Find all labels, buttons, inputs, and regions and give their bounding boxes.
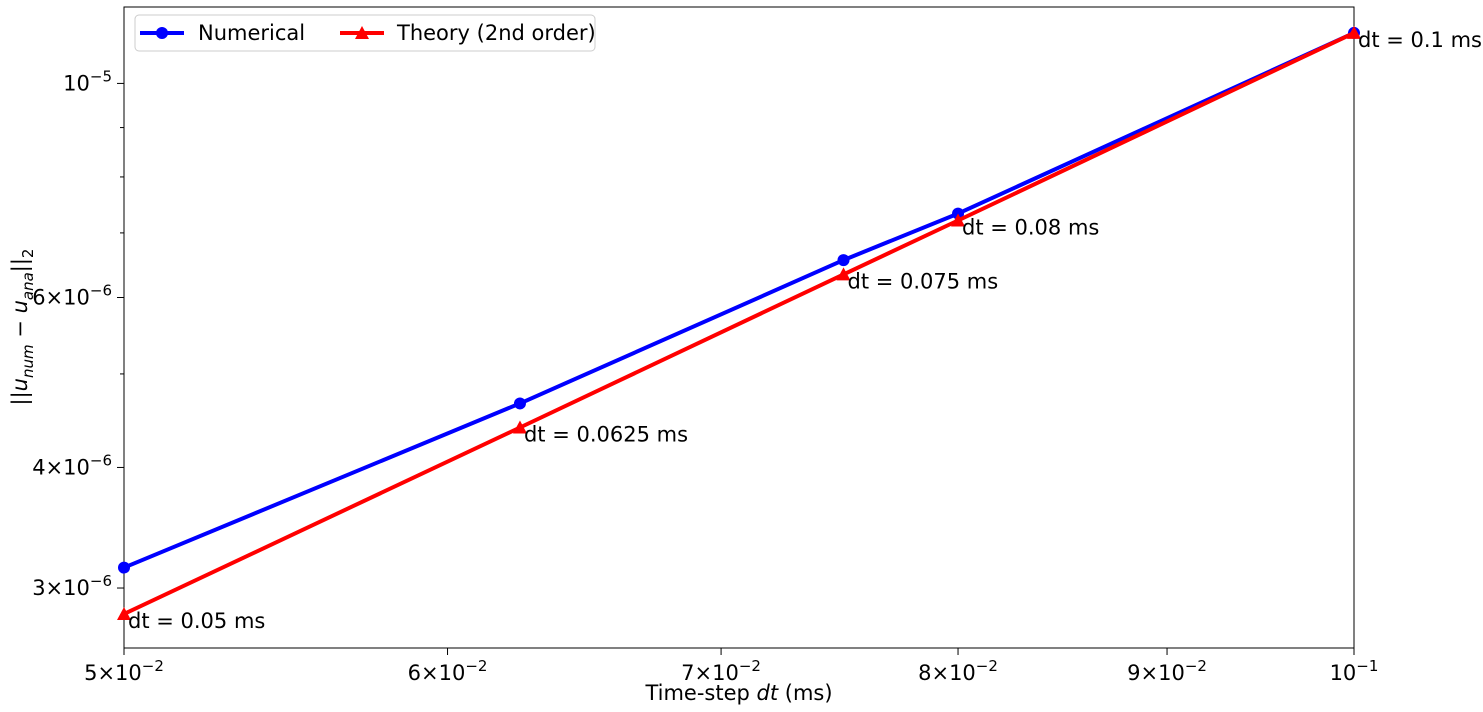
legend-label-theory: Theory (2nd order): [396, 21, 596, 45]
x-tick-label: 10−1: [1330, 657, 1379, 685]
x-tick-label: 5×10−2: [84, 657, 164, 685]
data-point: [1347, 25, 1361, 39]
y-tick-label: 3×10−6: [32, 572, 112, 600]
x-tick-label: 6×10−2: [408, 657, 488, 685]
y-axis: 3×10−6 4×10−6 6×10−6 10−5: [32, 67, 124, 600]
data-point: [118, 561, 130, 574]
annotation-label: dt = 0.0625 ms: [524, 423, 688, 447]
data-point: [951, 213, 966, 227]
x-axis-label: Time-step dt (ms): [644, 681, 832, 705]
x-axis: 5×10−2 6×10−2 7×10−2 8×10−2 9×10−2 10−1: [84, 648, 1378, 685]
data-point: [513, 397, 526, 410]
series-layer: [117, 25, 1361, 620]
legend: Numerical Theory (2nd order): [134, 14, 596, 52]
y-tick-label: 4×10−6: [32, 451, 112, 479]
plot-area: [123, 6, 1355, 649]
annotation-label: dt = 0.05 ms: [128, 609, 265, 633]
legend-marker-theory: [355, 26, 369, 39]
annotation-label: dt = 0.1 ms: [1358, 28, 1482, 52]
y-axis-label: ||unum − uana||2: [8, 249, 37, 406]
data-point: [512, 420, 527, 434]
legend-marker-numerical: [156, 27, 168, 39]
x-tick-label: 8×10−2: [918, 657, 998, 685]
x-tick-label: 9×10−2: [1127, 657, 1207, 685]
y-tick-label: 6×10−6: [32, 282, 112, 310]
x-tick-label: 7×10−2: [681, 657, 761, 685]
y-tick-label: 10−5: [63, 67, 112, 95]
data-point: [117, 606, 131, 620]
data-point: [836, 267, 851, 281]
annotations: dt = 0.05 ms dt = 0.0625 ms dt = 0.075 ms d…: [128, 28, 1482, 633]
data-point: [837, 254, 850, 267]
annotation-label: dt = 0.075 ms: [848, 269, 999, 293]
annotation-label: dt = 0.08 ms: [962, 216, 1099, 240]
legend-label-numerical: Numerical: [198, 21, 305, 45]
